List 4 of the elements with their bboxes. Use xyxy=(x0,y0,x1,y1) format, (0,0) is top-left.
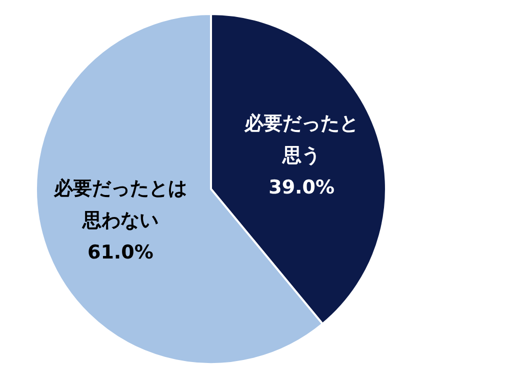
slice-label: 必要だったとは思わない xyxy=(52,178,187,232)
data-label: 39.0% xyxy=(268,176,335,199)
slice-label: 必要だったと思う xyxy=(244,112,359,167)
data-label: 61.0% xyxy=(87,242,154,264)
